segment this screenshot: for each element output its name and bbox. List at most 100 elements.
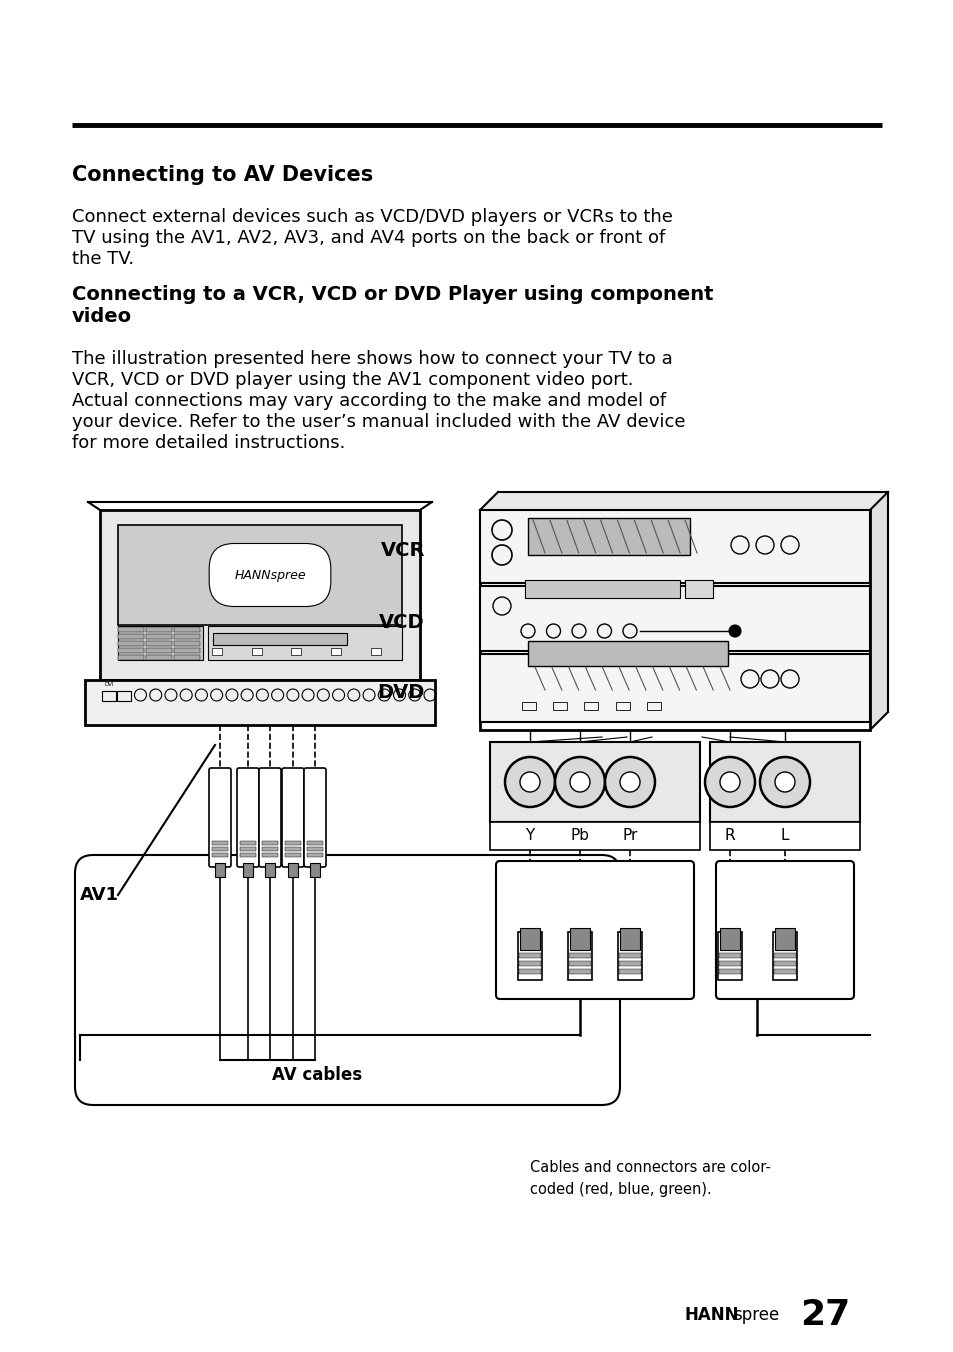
Bar xyxy=(240,846,255,850)
Text: the TV.: the TV. xyxy=(71,250,134,268)
Text: Pr: Pr xyxy=(621,829,637,844)
Circle shape xyxy=(504,757,555,807)
Bar xyxy=(773,961,795,965)
Circle shape xyxy=(760,757,809,807)
Bar xyxy=(212,841,228,845)
Bar xyxy=(619,927,639,950)
Circle shape xyxy=(728,625,740,637)
Bar xyxy=(772,932,796,980)
Bar xyxy=(553,702,567,710)
Bar xyxy=(118,525,401,625)
Bar xyxy=(719,969,740,973)
Text: DVD: DVD xyxy=(377,684,424,703)
Bar xyxy=(490,742,700,822)
FancyBboxPatch shape xyxy=(282,768,304,867)
Text: Actual connections may vary according to the make and model of: Actual connections may vary according to… xyxy=(71,392,665,410)
Bar xyxy=(774,927,794,950)
Text: R: R xyxy=(724,829,735,844)
Bar xyxy=(568,953,590,959)
Text: Connect external devices such as VCD/DVD players or VCRs to the: Connect external devices such as VCD/DVD… xyxy=(71,208,672,226)
Text: TV using the AV1, AV2, AV3, and AV4 ports on the back or front of: TV using the AV1, AV2, AV3, and AV4 port… xyxy=(71,228,664,247)
Text: for more detailed instructions.: for more detailed instructions. xyxy=(71,434,345,452)
Bar xyxy=(773,969,795,973)
Text: Cables and connectors are color-: Cables and connectors are color- xyxy=(530,1160,770,1175)
Bar xyxy=(85,680,435,725)
Bar xyxy=(307,841,323,845)
Bar xyxy=(240,853,255,857)
Text: VCR, VCD or DVD player using the AV1 component video port.: VCR, VCD or DVD player using the AV1 com… xyxy=(71,370,633,389)
Bar xyxy=(719,961,740,965)
Bar xyxy=(285,841,301,845)
Circle shape xyxy=(519,772,539,792)
Text: spree: spree xyxy=(732,1306,779,1324)
Polygon shape xyxy=(479,492,887,510)
Text: The illustration presented here shows how to connect your TV to a: The illustration presented here shows ho… xyxy=(71,350,672,368)
Bar xyxy=(146,627,172,631)
Bar xyxy=(307,853,323,857)
Bar xyxy=(519,927,539,950)
Bar xyxy=(615,702,629,710)
Bar xyxy=(118,641,144,646)
Bar xyxy=(285,853,301,857)
Text: Connecting to a VCR, VCD or DVD Player using component: Connecting to a VCR, VCD or DVD Player u… xyxy=(71,285,713,304)
Bar xyxy=(618,969,640,973)
Text: VCR: VCR xyxy=(380,542,424,561)
Text: HANNspree: HANNspree xyxy=(233,568,306,581)
Bar xyxy=(262,846,277,850)
Text: HANN: HANN xyxy=(684,1306,739,1324)
Circle shape xyxy=(774,772,794,792)
Circle shape xyxy=(619,772,639,792)
Bar xyxy=(262,853,277,857)
Bar xyxy=(173,648,200,653)
Bar xyxy=(307,846,323,850)
Bar xyxy=(214,863,225,877)
Bar xyxy=(243,863,253,877)
Bar xyxy=(310,863,319,877)
Bar xyxy=(212,648,222,654)
Bar xyxy=(524,580,679,598)
Bar xyxy=(102,691,116,700)
Bar xyxy=(173,654,200,660)
Bar xyxy=(213,633,347,645)
Circle shape xyxy=(569,772,589,792)
Bar xyxy=(709,742,859,822)
Bar xyxy=(719,953,740,959)
Bar xyxy=(265,863,274,877)
Bar xyxy=(252,648,261,654)
FancyBboxPatch shape xyxy=(496,861,693,999)
Bar xyxy=(568,961,590,965)
Bar xyxy=(518,961,540,965)
Text: L: L xyxy=(780,829,788,844)
Text: Y: Y xyxy=(525,829,534,844)
FancyBboxPatch shape xyxy=(304,768,326,867)
FancyBboxPatch shape xyxy=(236,768,258,867)
Bar xyxy=(684,580,712,598)
Bar xyxy=(212,853,228,857)
Bar xyxy=(479,510,869,583)
Bar xyxy=(479,654,869,722)
Bar xyxy=(208,626,401,660)
Circle shape xyxy=(604,757,655,807)
Bar xyxy=(371,648,380,654)
Bar xyxy=(100,510,419,680)
Bar xyxy=(568,969,590,973)
Bar xyxy=(146,648,172,653)
Polygon shape xyxy=(869,492,887,730)
Bar xyxy=(173,627,200,631)
FancyBboxPatch shape xyxy=(716,861,853,999)
Circle shape xyxy=(720,772,740,792)
Bar xyxy=(331,648,341,654)
FancyBboxPatch shape xyxy=(209,768,231,867)
Bar xyxy=(118,634,144,639)
Bar xyxy=(285,846,301,850)
Bar xyxy=(720,927,740,950)
Bar xyxy=(618,932,641,980)
Text: coded (red, blue, green).: coded (red, blue, green). xyxy=(530,1182,711,1197)
Bar xyxy=(173,641,200,646)
Bar xyxy=(517,932,541,980)
Bar xyxy=(567,932,592,980)
Bar xyxy=(262,841,277,845)
Bar xyxy=(292,648,301,654)
Text: AV cables: AV cables xyxy=(273,1065,362,1084)
Circle shape xyxy=(555,757,604,807)
